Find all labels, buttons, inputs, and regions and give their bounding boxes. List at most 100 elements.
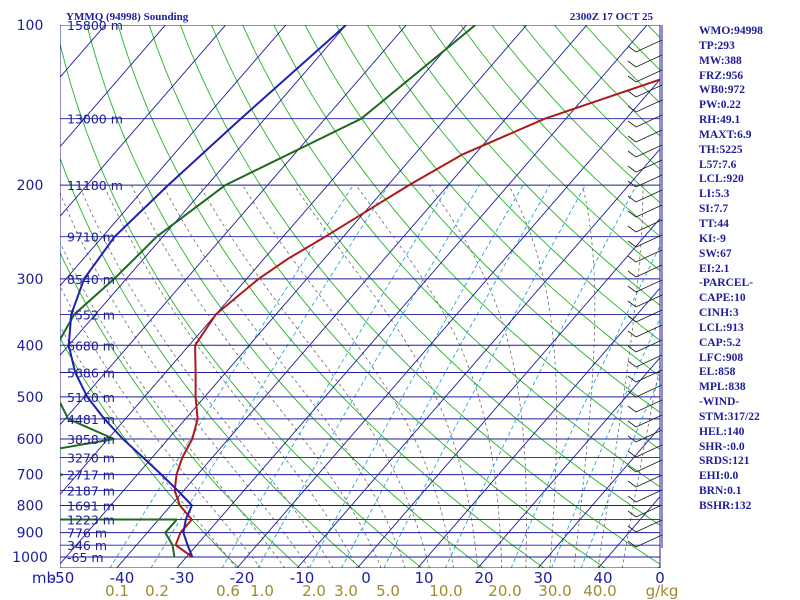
stat-line: SI:7.7 [699,203,729,216]
height-label: 3270 m [67,450,115,465]
moist-adiabat [428,184,527,568]
dry-adiabat [60,251,301,568]
wind-barb [635,414,663,428]
isotherm [296,148,660,568]
dry-adiabat [148,25,606,568]
wind-barb [627,465,637,473]
wind-barb [635,339,663,353]
mixing-ratio-label: 1.0 [250,582,274,600]
isotherm [356,217,660,568]
wind-barb [635,294,663,308]
wind-barb [635,204,663,218]
stat-line: SRDS:121 [699,455,750,468]
stat-line: LCL:920 [699,173,744,186]
moist-adiabat [60,285,262,568]
pressure-label: 300 [17,272,44,288]
wind-barb [635,84,663,98]
pressure-label: 100 [17,18,44,34]
station-title: YMMQ (94998) Sounding [66,11,189,23]
isotherm [60,25,287,287]
wind-barb [635,504,663,518]
wind-barb [635,489,663,503]
mixing-ratio-line [510,245,660,568]
temp-tick-label: -30 [170,569,195,587]
wind-barb [635,459,663,473]
mixing-ratio-line [341,184,551,568]
wind-barb [627,285,637,293]
moist-adiabat [508,184,558,568]
pressure-label: 500 [17,390,44,406]
grid-layer [60,25,660,568]
height-label: 4481 m [67,412,115,427]
stat-line: EL:858 [699,366,736,379]
height-label: 1691 m [67,498,115,513]
moist-adiabat [355,184,503,568]
wind-barb [627,105,637,113]
height-label: 346 m [67,538,107,553]
isotherm [60,25,407,426]
stat-line: PW:0.22 [699,99,741,112]
mixing-ratio-label: 0.6 [216,582,240,600]
moist-adiabat [621,362,660,568]
mixing-ratio-unit: g/kg [646,582,679,600]
height-label: 1223 m [67,512,115,527]
wind-barb [635,429,663,443]
mixing-ratio-line [580,375,660,568]
dry-adiabat [273,25,660,450]
stat-line: STM:317/22 [699,410,760,423]
mixing-ratio-line [551,317,660,568]
wind-barb [627,435,637,443]
dry-adiabat [398,25,660,306]
dry-adiabat [335,25,660,377]
temperature-line [173,78,660,558]
temp-tick-label: -40 [110,569,135,587]
height-label: 7552 m [67,307,115,322]
wind-barb [635,249,663,263]
pressure-label: 1000 [12,550,48,566]
height-label: -65 m [67,550,104,565]
wind-barb-layer [627,25,663,548]
height-label: 11180 m [67,178,123,193]
wind-barb [627,195,637,203]
stat-line: RH:49.1 [699,114,741,127]
height-label: 5886 m [67,366,115,381]
stat-line: BRN:0.1 [699,485,742,498]
moist-adiabat [78,184,334,568]
pressure-label: 400 [17,338,44,354]
stats-panel: WMO:94998 TP:293 MW:388 FRZ:956 WB0:972 PW:0.… [699,24,799,514]
dry-adiabat [366,25,660,342]
wind-barb [635,309,663,323]
wind-barb [627,375,637,383]
mixing-ratio-line [309,184,524,568]
mixing-ratio-line [383,184,586,568]
stat-line: EHI:0.0 [699,470,739,483]
temp-tick-label: -50 [50,569,75,587]
mixing-ratio-line [444,184,637,568]
wind-barb [635,369,663,383]
dry-adiabat [60,337,240,568]
wind-barb [635,444,663,458]
wind-barb [627,450,637,458]
wind-barb [627,120,637,128]
stat-line: EI:2.1 [699,262,730,275]
wind-barb [635,69,663,83]
wind-barb [627,315,637,323]
height-label: 9710 m [67,230,115,245]
stat-line: MW:388 [699,54,742,67]
wind-barb [627,345,637,353]
moist-adiabat [597,185,644,568]
wind-barb [635,219,663,233]
dry-adiabat [60,156,362,568]
moist-adiabat [103,184,358,568]
wind-barb [627,75,637,83]
pressure-label: 900 [17,526,44,542]
wind-barb [635,519,663,533]
wind-barb [627,540,637,548]
wind-barb [635,384,663,398]
time-title: 2300Z 17 OCT 25 [570,11,654,23]
wind-barb [627,495,637,503]
stat-line: CAPE:10 [699,292,746,305]
wind-barb [627,405,637,413]
mixing-ratio-label: 2.0 [302,582,326,600]
